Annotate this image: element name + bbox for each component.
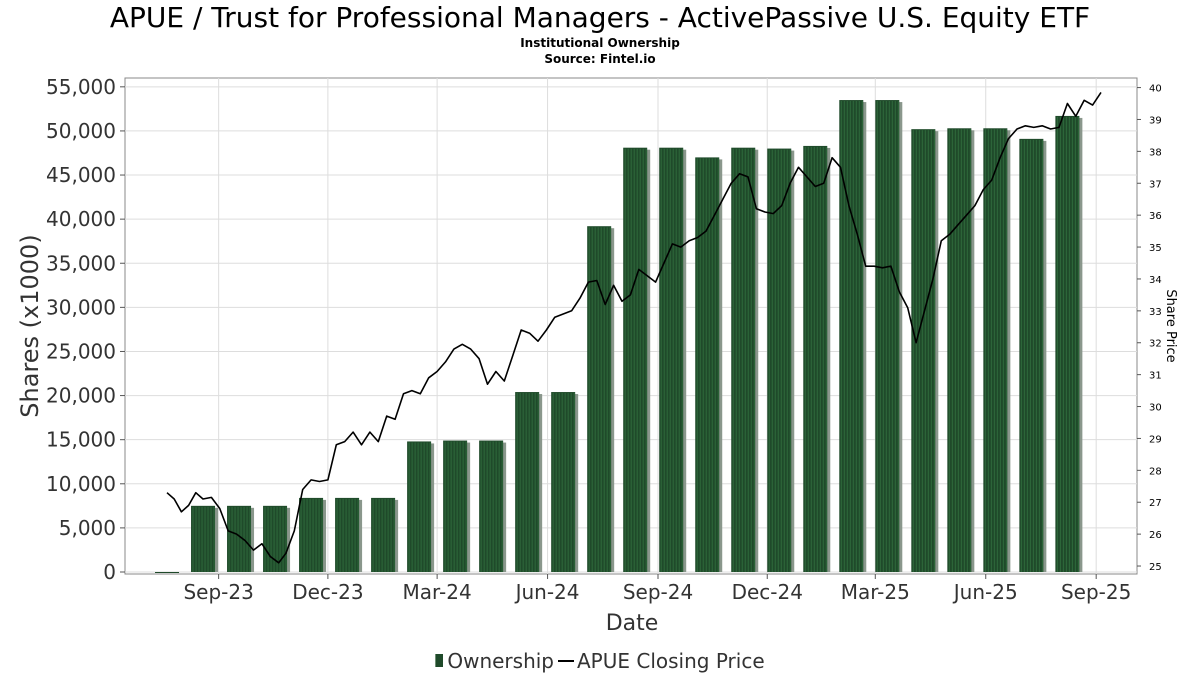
y-axis-left: 0 5,000 10,000 15,000 20,000 25,000 30,000 35,0… (46, 75, 125, 584)
legend-price-swatch (558, 659, 574, 662)
bar (947, 128, 975, 572)
y2-tick-label: 29 (1149, 434, 1162, 445)
legend-ownership-swatch (435, 654, 444, 667)
x-tick-label: Mar-24 (403, 580, 472, 604)
y-tick-label: 30,000 (46, 295, 116, 319)
y-tick-label: 25,000 (46, 339, 116, 363)
y2-tick-label: 36 (1149, 211, 1162, 222)
chart-subtitle: Institutional Ownership (520, 36, 680, 50)
bar (1019, 138, 1047, 572)
legend: Ownership APUE Closing Price (0, 647, 1200, 673)
y-tick-label: 40,000 (46, 207, 116, 231)
y2-tick-label: 38 (1149, 147, 1162, 158)
bar-fill (155, 572, 180, 573)
chart-source: Source: Fintel.io (544, 52, 656, 66)
x-tick-label: Dec-24 (732, 580, 803, 604)
bar (155, 572, 180, 573)
bar (515, 392, 543, 572)
bar (731, 147, 759, 573)
legend-ownership-label: Ownership (447, 648, 554, 673)
y2-tick-label: 30 (1149, 403, 1162, 414)
y2-tick-label: 32 (1149, 339, 1162, 350)
x-axis: Sep-23 Dec-23 Mar-24 Jun-24 Sep-24 Dec-24 Mar-… (183, 574, 1131, 604)
y-tick-label: 5,000 (59, 516, 116, 540)
price-line (166, 91, 1102, 564)
x-axis-label: Date (606, 611, 659, 636)
bar (839, 100, 867, 572)
bar (695, 157, 723, 572)
bar (875, 100, 903, 572)
y2-tick-label: 28 (1149, 466, 1162, 477)
y2-tick-label: 39 (1149, 115, 1162, 126)
y-tick-label: 50,000 (46, 119, 116, 143)
x-tick-label: Jun-24 (514, 580, 580, 604)
bar (803, 145, 831, 573)
bar (335, 497, 363, 572)
x-tick-label: Mar-25 (841, 580, 910, 604)
y2-tick-label: 25 (1149, 562, 1162, 573)
bar (767, 148, 795, 573)
y2-tick-label: 27 (1149, 498, 1162, 509)
y-axis-label: Shares (x1000) (16, 234, 44, 417)
y-tick-label: 0 (103, 560, 116, 584)
y-tick-label: 10,000 (46, 472, 116, 496)
y-axis-right: 25 26 27 28 29 30 31 32 33 34 35 36 37 38 39 40 (1137, 84, 1162, 573)
y2-tick-label: 35 (1149, 243, 1162, 254)
y2-tick-label: 37 (1149, 179, 1162, 190)
x-tick-label: Jun-25 (952, 580, 1018, 604)
bar (443, 440, 471, 572)
y-tick-label: 45,000 (46, 163, 116, 187)
bar (479, 440, 507, 572)
bar (983, 128, 1011, 572)
bar (227, 505, 255, 572)
y2-tick-label: 31 (1149, 371, 1162, 382)
x-tick-label: Sep-24 (623, 580, 693, 604)
bar (1055, 115, 1083, 573)
bar (587, 226, 615, 572)
y-tick-label: 20,000 (46, 384, 116, 408)
y-tick-label: 15,000 (46, 428, 116, 452)
bar (623, 147, 651, 573)
x-tick-label: Dec-23 (292, 580, 363, 604)
bar (911, 129, 939, 572)
y2-tick-label: 26 (1149, 530, 1162, 541)
y-tick-label: 55,000 (46, 75, 116, 99)
ownership-bars (155, 100, 1083, 573)
bar (371, 497, 399, 572)
y2-tick-label: 34 (1149, 275, 1162, 286)
bar (191, 505, 219, 572)
bar-fill (1019, 138, 1044, 572)
x-tick-label: Sep-23 (183, 580, 253, 604)
chart-title: APUE / Trust for Professional Managers -… (109, 1, 1091, 34)
bar (407, 441, 435, 572)
y2-tick-label: 33 (1149, 307, 1162, 318)
y-tick-label: 35,000 (46, 251, 116, 275)
x-tick-label: Sep-25 (1061, 580, 1131, 604)
y2-axis-label: Share Price (1163, 289, 1178, 362)
bar (659, 147, 687, 573)
y2-tick-label: 40 (1149, 84, 1162, 95)
bar (299, 497, 327, 572)
bar (551, 392, 579, 572)
legend-price-label: APUE Closing Price (577, 648, 765, 673)
